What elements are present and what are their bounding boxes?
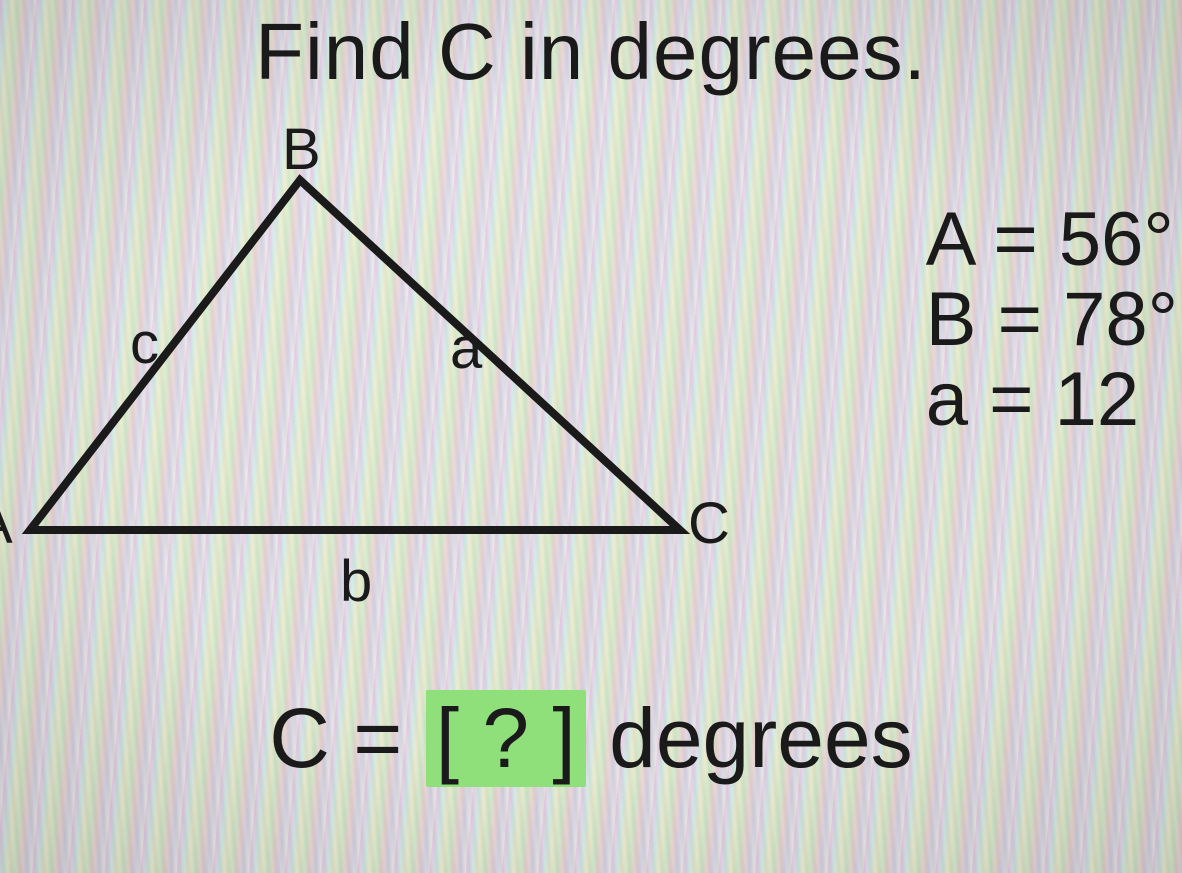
given-angle-A: A = 56° — [926, 200, 1178, 280]
given-values: A = 56° B = 78° a = 12 — [926, 200, 1178, 439]
answer-suffix: degrees — [586, 691, 913, 785]
given-side-a: a = 12 — [926, 360, 1178, 440]
side-label-b: b — [340, 548, 372, 615]
given-angle-B: B = 78° — [926, 280, 1178, 360]
side-label-c: c — [130, 310, 159, 377]
answer-prefix: C = — [269, 691, 425, 785]
vertex-label-C: C — [688, 490, 730, 557]
problem-title: Find C in degrees. — [0, 6, 1182, 98]
side-label-a: a — [450, 315, 482, 382]
triangle-shape — [30, 180, 680, 530]
triangle-svg — [10, 150, 710, 570]
answer-blank[interactable]: [ ? ] — [426, 690, 586, 787]
answer-line: C = [ ? ] degrees — [0, 690, 1182, 787]
vertex-label-A: A — [0, 490, 13, 557]
triangle-diagram: A B C a b c — [10, 150, 710, 570]
content-layer: Find C in degrees. A B C a b c A = 56° B… — [0, 0, 1182, 873]
vertex-label-B: B — [282, 116, 321, 183]
